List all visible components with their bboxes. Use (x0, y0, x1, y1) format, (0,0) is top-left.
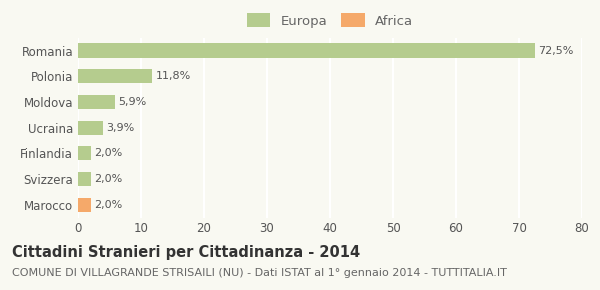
Text: 2,0%: 2,0% (94, 174, 122, 184)
Text: COMUNE DI VILLAGRANDE STRISAILI (NU) - Dati ISTAT al 1° gennaio 2014 - TUTTITALI: COMUNE DI VILLAGRANDE STRISAILI (NU) - D… (12, 268, 507, 278)
Text: 72,5%: 72,5% (538, 46, 573, 56)
Text: Cittadini Stranieri per Cittadinanza - 2014: Cittadini Stranieri per Cittadinanza - 2… (12, 245, 360, 260)
Text: 2,0%: 2,0% (94, 200, 122, 210)
Bar (78, 172, 91, 186)
Bar (78, 197, 91, 212)
Bar (78, 44, 535, 58)
Text: 2,0%: 2,0% (94, 148, 122, 158)
Bar (78, 95, 115, 109)
Text: 11,8%: 11,8% (155, 71, 191, 81)
Bar (78, 69, 152, 83)
Text: 5,9%: 5,9% (118, 97, 146, 107)
Bar (78, 146, 91, 160)
Legend: Europa, Africa: Europa, Africa (247, 13, 413, 28)
Bar (78, 121, 103, 135)
Text: 3,9%: 3,9% (106, 123, 134, 133)
